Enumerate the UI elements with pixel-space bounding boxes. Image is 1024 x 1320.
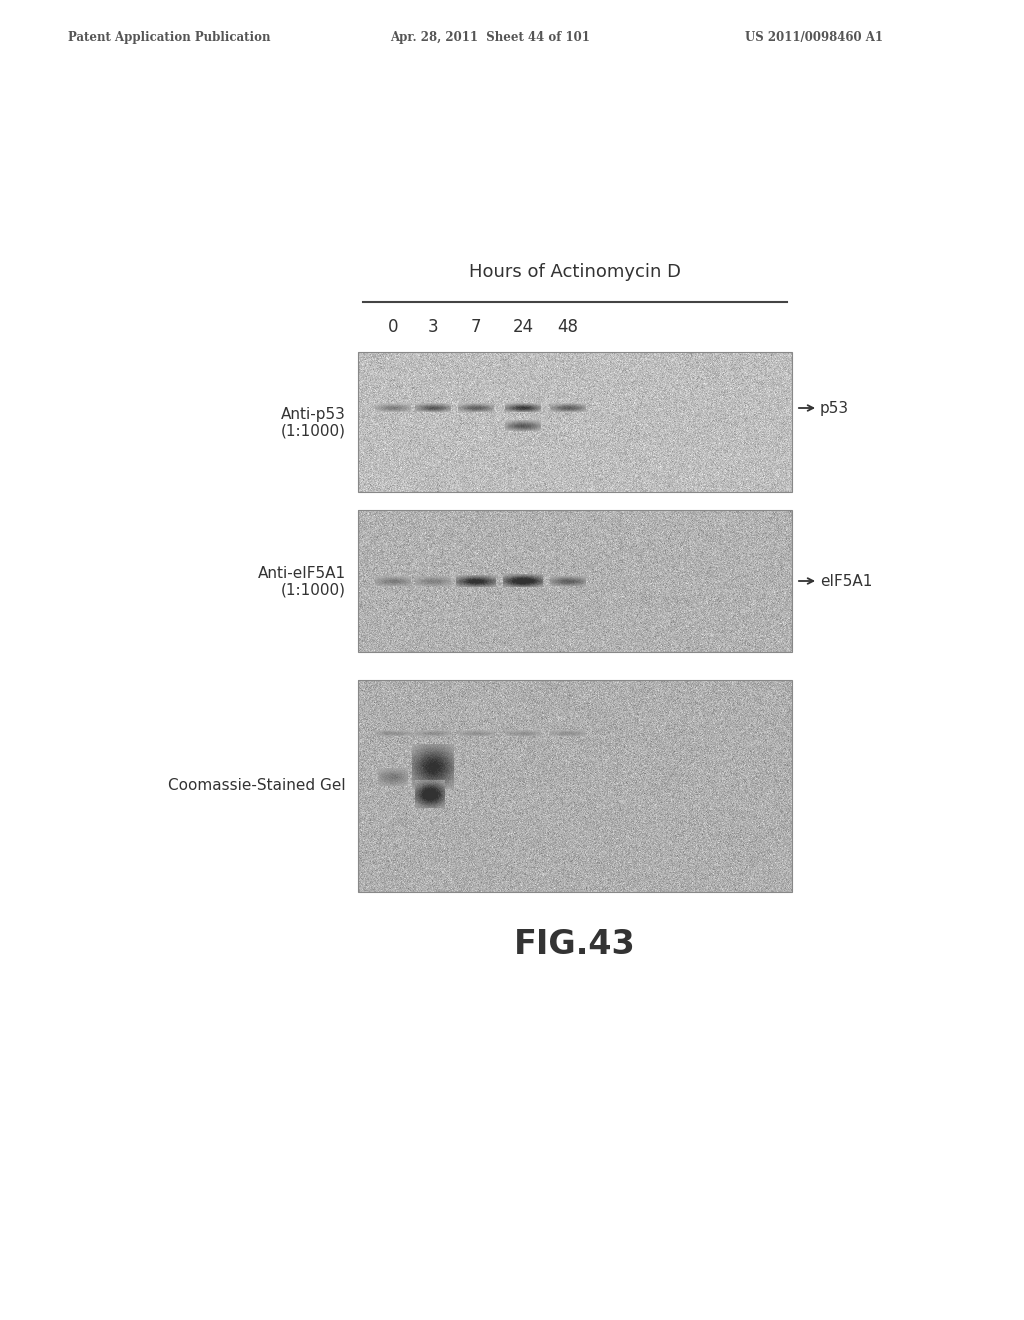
Bar <box>358 510 792 652</box>
Text: (1:1000): (1:1000) <box>281 582 346 598</box>
Text: Coomassie-Stained Gel: Coomassie-Stained Gel <box>168 779 346 793</box>
Text: 0: 0 <box>388 318 398 337</box>
Text: eIF5A1: eIF5A1 <box>820 573 872 589</box>
Text: Patent Application Publication: Patent Application Publication <box>68 30 270 44</box>
Text: 24: 24 <box>512 318 534 337</box>
Text: US 2011/0098460 A1: US 2011/0098460 A1 <box>745 30 883 44</box>
Bar <box>358 352 792 492</box>
Text: 48: 48 <box>557 318 579 337</box>
Text: 3: 3 <box>428 318 438 337</box>
Text: Anti-eIF5A1: Anti-eIF5A1 <box>258 565 346 581</box>
Text: Apr. 28, 2011  Sheet 44 of 101: Apr. 28, 2011 Sheet 44 of 101 <box>390 30 590 44</box>
Text: FIG.43: FIG.43 <box>514 928 636 961</box>
Text: Anti-p53: Anti-p53 <box>282 407 346 421</box>
Bar <box>358 680 792 892</box>
Text: 7: 7 <box>471 318 481 337</box>
Text: (1:1000): (1:1000) <box>281 424 346 438</box>
Text: Hours of Actinomycin D: Hours of Actinomycin D <box>469 263 681 281</box>
Text: p53: p53 <box>820 400 849 416</box>
